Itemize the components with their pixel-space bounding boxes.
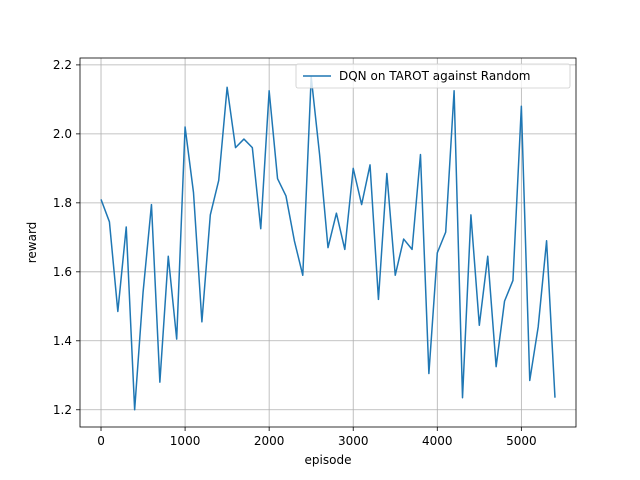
x-tick-label: 3000 [338,434,369,448]
legend-box [295,63,571,89]
x-tick-label: 5000 [506,434,537,448]
plot-frame [79,57,577,428]
x-axis-label: episode [305,453,352,467]
x-tick-label: 4000 [422,434,453,448]
y-axis-label: reward [25,222,39,264]
y-axis-ticks: 1.2 1.4 1.6 1.8 2.0 2.2 [53,58,80,417]
y-tick-label: 2.0 [53,127,72,141]
y-tick-label: 2.2 [53,58,72,72]
x-tick-label: 2000 [254,434,285,448]
y-tick-label: 1.6 [53,265,72,279]
x-tick-label: 0 [97,434,105,448]
series-line [100,76,556,411]
series-layer [100,76,556,411]
x-tick-label: 1000 [170,434,201,448]
x-axis-ticks: 0 1000 2000 3000 4000 5000 [97,427,537,448]
y-tick-label: 1.2 [53,403,72,417]
y-tick-label: 1.8 [53,196,72,210]
legend-label: DQN on TAROT against Random [339,69,531,83]
legend: DQN on TAROT against Random [295,63,571,89]
y-tick-label: 1.4 [53,334,72,348]
